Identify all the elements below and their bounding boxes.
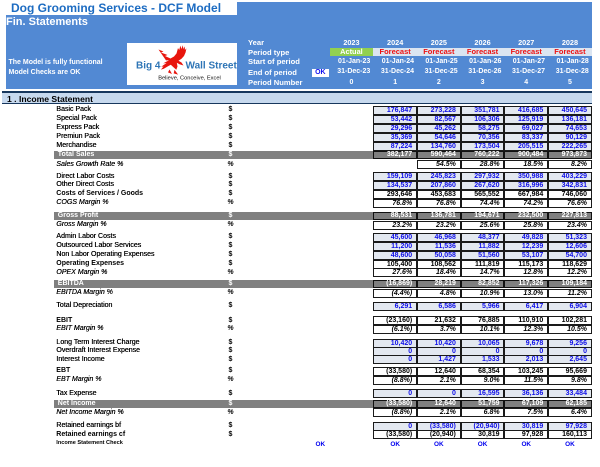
svg-text:Big 4: Big 4 — [136, 60, 161, 71]
svg-text:Believe, Conceive, Excel: Believe, Conceive, Excel — [158, 76, 221, 82]
svg-text:Wall Street: Wall Street — [186, 60, 238, 71]
